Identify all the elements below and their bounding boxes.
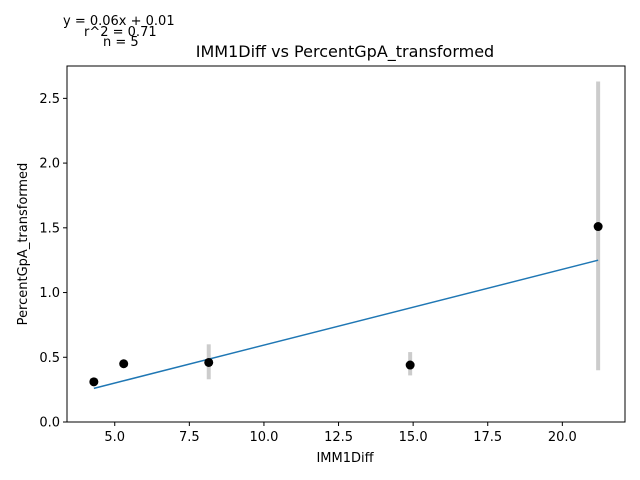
- equation-annotation: y = 0.06x + 0.01: [63, 14, 175, 29]
- y-tick-label-0: 0.0: [39, 416, 60, 431]
- r-squared-annotation: r^2 = 0.71: [84, 25, 157, 40]
- x-tick-label-2: 10.0: [249, 430, 278, 445]
- plot-frame: [66, 65, 626, 423]
- x-tick-label-3: 12.5: [324, 430, 353, 445]
- data-point-1: [119, 359, 129, 369]
- fit-line: [93, 259, 599, 390]
- errorbars-group: [206, 81, 601, 380]
- x-tick-label-5: 17.5: [473, 430, 502, 445]
- y-tick-label-3: 1.5: [39, 221, 60, 236]
- y-axis-label: PercentGpA_transformed: [16, 163, 31, 326]
- y-tick-label-5: 2.5: [39, 92, 60, 107]
- x-axis-label: IMM1Diff: [316, 451, 374, 466]
- x-axis-ticks: 5.0 7.5 10.0 12.5 15.0 17.5 20.0: [104, 422, 577, 445]
- x-tick-label-1: 7.5: [179, 430, 200, 445]
- data-point-0: [89, 377, 99, 387]
- x-tick-label-4: 15.0: [399, 430, 428, 445]
- y-tick-label-1: 0.5: [39, 351, 60, 366]
- y-axis-ticks: 0.0 0.5 1.0 1.5 2.0 2.5: [39, 92, 67, 431]
- chart-title: IMM1Diff vs PercentGpA_transformed: [196, 42, 494, 62]
- y-tick-label-2: 1.0: [39, 286, 60, 301]
- points-group: [89, 222, 603, 387]
- y-tick-label-4: 2.0: [39, 157, 60, 172]
- sample-size-annotation: n = 5: [103, 35, 139, 50]
- data-point-4: [593, 222, 603, 232]
- x-tick-label-0: 5.0: [104, 430, 125, 445]
- data-point-3: [405, 360, 415, 370]
- fit-line-group: [93, 259, 599, 390]
- x-tick-label-6: 20.0: [548, 430, 577, 445]
- data-point-2: [204, 357, 214, 367]
